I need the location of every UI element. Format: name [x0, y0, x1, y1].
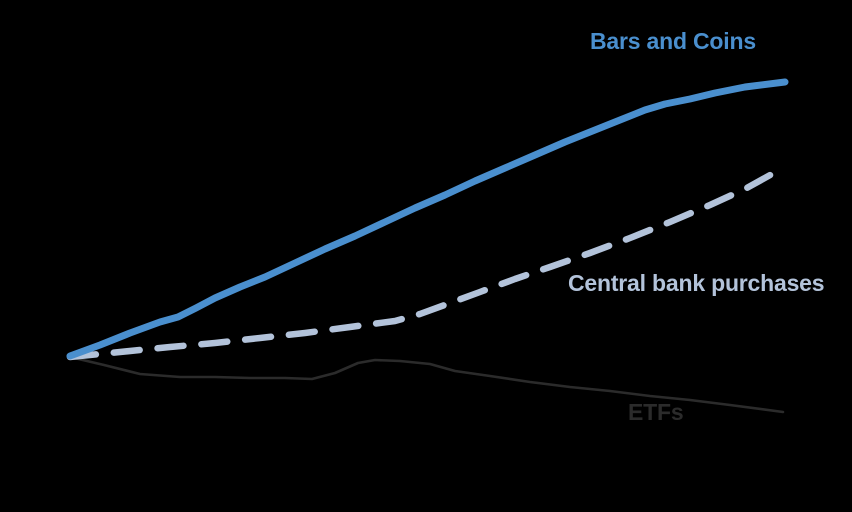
- series-line-etfs: [68, 355, 785, 414]
- series-line-bars-and-coins: [66, 78, 789, 360]
- series-line-central-bank-purchases: [66, 170, 776, 361]
- series-label-etfs: ETFs: [628, 399, 684, 425]
- series-label-bars-and-coins: Bars and Coins: [590, 28, 756, 54]
- series-label-central-bank-purchases: Central bank purchases: [568, 270, 825, 296]
